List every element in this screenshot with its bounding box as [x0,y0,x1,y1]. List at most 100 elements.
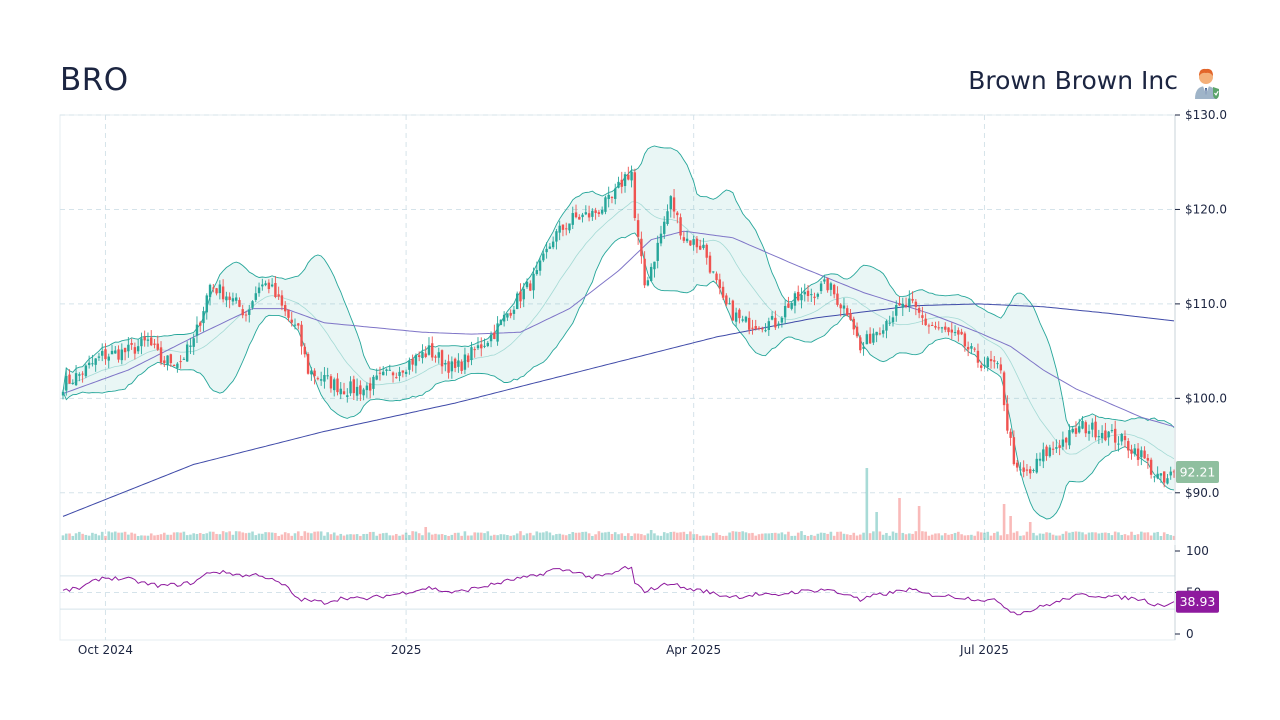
volume-bar [283,532,287,540]
candle-body [1153,476,1156,478]
candle-body [133,347,137,354]
volume-bar [823,532,826,540]
volume-bar [1081,532,1084,540]
candle-body [927,325,931,327]
volume-bar [192,533,196,540]
candle-body [182,358,186,360]
candle-body [431,343,434,358]
rsi-last-value: 38.93 [1180,594,1216,609]
volume-bar [806,535,810,540]
volume-bar [548,532,552,540]
volume-bar [1162,532,1166,540]
volume-bar [208,531,212,540]
candle-body [682,237,686,241]
volume-bar [963,535,967,540]
candle-body [819,283,823,292]
candle-body [238,300,241,307]
candle-body [352,379,356,394]
volume-bar [793,535,797,540]
candle-body [663,221,666,234]
candle-body [950,329,953,333]
volume-bar [1146,532,1150,540]
candle-body [417,355,421,357]
candle-body [506,313,509,318]
volume-bar [326,532,329,540]
volume-bar [960,534,963,540]
candle-body [316,378,320,380]
volume-bar [930,534,934,540]
volume-bar [1012,532,1016,540]
candle-body [1068,430,1071,446]
y-tick-label: $100.0 [1185,391,1227,405]
volume-bar [917,506,921,540]
candle-body [731,300,735,321]
volume-bar [140,535,143,540]
candle-body [71,382,75,384]
volume-bar [689,531,692,540]
volume-bar [215,533,218,540]
volume-bar [470,535,473,540]
volume-bar [313,531,316,540]
volume-bar [146,535,150,540]
volume-bar [430,534,434,540]
volume-bar [983,532,986,540]
volume-bar [189,534,192,540]
candle-body [437,352,440,358]
volume-bar [104,535,107,540]
candle-body [192,338,195,347]
candle-body [944,326,947,330]
candle-body [1009,431,1012,438]
candle-body [751,327,754,329]
candle-body [666,211,669,225]
candle-body [721,286,725,298]
candle-body [290,319,293,323]
candle-body [470,347,473,361]
candle-body [101,351,104,356]
chart-grid [59,114,1176,641]
candle-body [934,325,937,328]
candle-body [228,296,231,300]
candle-body [519,291,522,302]
volume-bar [934,533,937,540]
candle-body [195,324,199,336]
candle-body [790,302,793,309]
candle-body [310,370,313,375]
volume-bar [702,535,705,540]
volume-bar [1032,532,1035,540]
volume-bar [375,535,378,540]
candle-body [179,361,182,363]
candle-body [594,210,597,213]
volume-bar [970,534,973,540]
candle-body [980,365,983,368]
volume-bar [705,535,709,540]
candle-body [313,370,316,377]
volume-bar [1136,534,1140,540]
volume-bar [872,531,875,540]
candle-body [189,345,192,347]
volume-bar [110,532,114,540]
volume-bar [1019,535,1022,540]
candle-body [346,395,349,397]
volume-bar [587,533,591,540]
candle-body [571,213,574,225]
volume-bar [310,533,313,540]
volume-bar [839,531,842,540]
volume-bar [362,534,365,540]
candle-body [444,363,447,365]
candle-body [705,244,708,258]
volume-bar [1133,534,1137,540]
candle-body [574,212,578,218]
candle-body [1087,431,1091,434]
volume-bar [113,531,117,540]
volume-bar [617,534,620,540]
volume-bar [787,531,790,540]
candle-body [434,356,437,358]
volume-bar [744,532,748,540]
volume-bar [97,535,101,540]
volume-bar [238,531,241,540]
volume-bar [391,535,395,540]
candle-body [862,346,865,349]
candle-body [643,258,646,286]
x-tick-label: Oct 2024 [78,643,133,657]
